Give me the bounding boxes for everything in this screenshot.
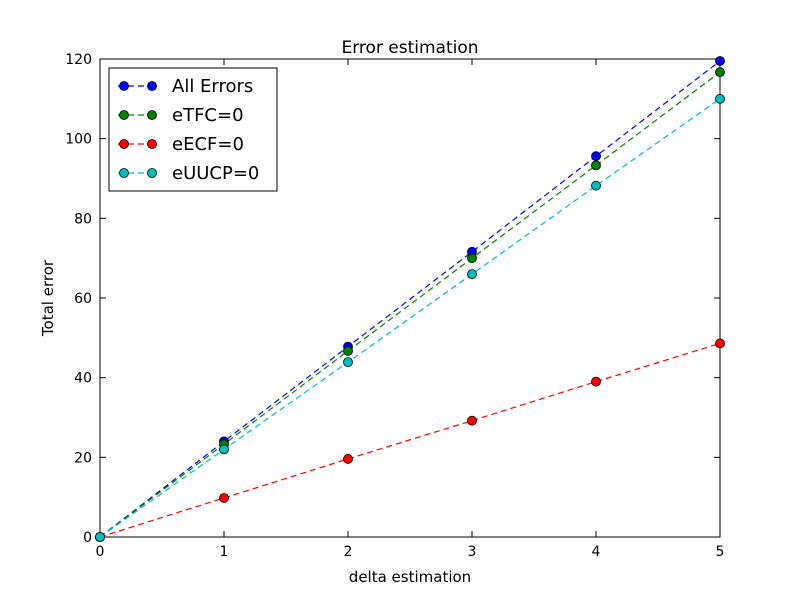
- data-point: [343, 454, 353, 464]
- legend-label: eUUCP=0: [172, 163, 259, 184]
- plot-area: 0 1 2 3 4 5 0 20 40 60 80 100 120 All Errors eTFC=0 eEC…: [65, 52, 725, 560]
- legend-marker: [147, 110, 157, 120]
- x-tick-label: 2: [344, 544, 353, 560]
- data-point: [591, 151, 601, 162]
- legend-label: eECF=0: [172, 134, 244, 155]
- data-point: [591, 376, 601, 387]
- y-axis-label: Total error: [39, 259, 57, 337]
- x-tick-label: 1: [220, 544, 229, 560]
- data-point: [591, 180, 601, 191]
- series-line: [99, 98, 721, 538]
- data-point: [95, 532, 105, 542]
- legend-marker: [119, 168, 129, 178]
- legend-label: All Errors: [172, 76, 253, 97]
- y-tick-label: 20: [74, 450, 92, 466]
- y-tick-label: 120: [65, 52, 92, 68]
- series-line: [99, 71, 721, 538]
- data-point: [715, 67, 725, 78]
- legend-marker: [147, 81, 157, 91]
- data-point: [467, 269, 477, 280]
- data-point: [343, 346, 353, 356]
- x-tick-label: 5: [716, 544, 725, 560]
- legend-marker: [147, 168, 157, 178]
- x-tick-label: 0: [96, 544, 105, 560]
- data-point: [715, 93, 725, 104]
- y-tick-label: 40: [74, 371, 92, 387]
- x-tick-label: 3: [468, 544, 477, 560]
- y-tick-label: 0: [83, 530, 92, 546]
- data-point: [467, 253, 477, 264]
- y-tick-label: 100: [65, 132, 92, 148]
- series-line: [99, 342, 721, 538]
- data-point: [715, 56, 725, 66]
- chart-title: Error estimation: [341, 38, 478, 58]
- data-point: [219, 493, 229, 503]
- series-line: [99, 60, 721, 538]
- legend-marker: [119, 81, 129, 91]
- data-point: [467, 415, 477, 426]
- legend-box: [108, 67, 278, 192]
- legend: All Errors eTFC=0 eECF=0 eUUCP=0: [108, 67, 278, 192]
- x-tick-label: 4: [592, 544, 601, 560]
- data-point: [715, 338, 725, 349]
- data-point: [591, 160, 601, 171]
- legend-marker: [147, 139, 157, 149]
- x-axis-label: delta estimation: [349, 568, 471, 586]
- legend-label: eTFC=0: [172, 105, 244, 126]
- data-point: [219, 444, 229, 455]
- data-point: [343, 357, 353, 368]
- y-tick-label: 80: [74, 211, 92, 227]
- y-tick-label: 60: [74, 291, 92, 307]
- legend-marker: [119, 139, 129, 149]
- legend-marker: [119, 110, 129, 120]
